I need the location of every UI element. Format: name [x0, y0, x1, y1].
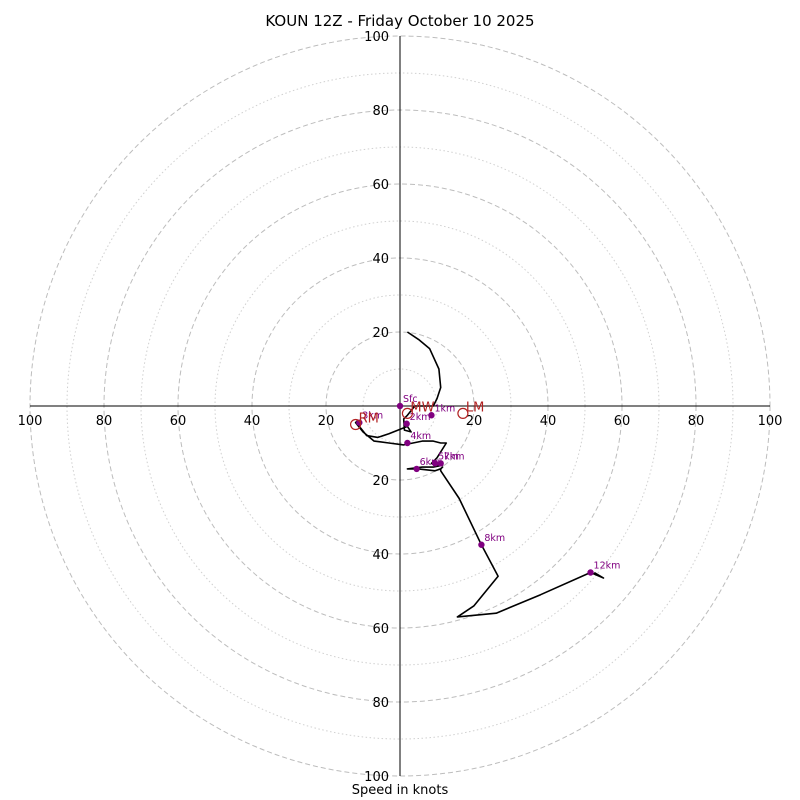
chart-title: KOUN 12Z - Friday October 10 2025 — [265, 12, 535, 30]
y-tick-label: 60 — [372, 622, 389, 637]
height-label-7km: 7km — [444, 451, 465, 462]
height-label-12km: 12km — [594, 561, 621, 572]
storm-motion-label-rm: RM — [359, 412, 379, 427]
x-tick-label: 20 — [318, 414, 335, 429]
x-tick-label: 40 — [244, 414, 261, 429]
storm-motion-marker-rm — [350, 418, 362, 431]
height-marker-8km — [478, 541, 485, 548]
x-tick-label: 20 — [466, 414, 483, 429]
height-marker-sfc — [396, 402, 404, 410]
y-tick-label: 100 — [364, 770, 389, 785]
y-tick-label: 80 — [372, 104, 389, 119]
storm-motion-marker-lm — [457, 407, 469, 419]
height-label-1km: 1km — [434, 403, 455, 414]
x-tick-label: 100 — [758, 414, 783, 429]
height-label-sfc: Sfc — [403, 394, 418, 405]
x-axis-label: Speed in knots — [351, 783, 449, 798]
y-tick-label: 60 — [372, 178, 389, 193]
storm-motion-markers: RM LM MW — [350, 400, 484, 431]
height-marker-2km — [403, 420, 410, 427]
y-tick-label: 40 — [372, 252, 389, 267]
storm-motion-label-mw: MW — [410, 400, 434, 415]
height-marker-6km — [413, 465, 420, 473]
height-marker-4km — [404, 439, 411, 447]
x-tick-label: 80 — [96, 414, 113, 429]
x-tick-label: 40 — [540, 414, 557, 429]
y-tick-label: 40 — [372, 548, 389, 563]
height-marker-12km — [587, 569, 594, 576]
storm-motion-marker-mw — [401, 407, 413, 419]
tick-labels: 100 80 60 40 20 20 40 60 80 100 100 80 60 40 20 20 40 60 8… — [18, 30, 783, 785]
height-label-6km: 6km — [420, 457, 441, 468]
height-marker-7km — [437, 460, 444, 467]
trace-group — [354, 331, 605, 618]
y-tick-label: 100 — [364, 30, 389, 45]
x-tick-label: 100 — [18, 414, 43, 429]
x-tick-label: 60 — [614, 414, 631, 429]
y-tick-label: 80 — [372, 696, 389, 711]
height-label-3km: 3km — [362, 411, 383, 422]
height-marker-1km — [428, 412, 435, 419]
y-tick-label: 20 — [372, 474, 389, 489]
x-tick-label: 60 — [170, 414, 187, 429]
height-label-5km: 5km — [438, 451, 459, 462]
height-label-8km: 8km — [484, 533, 505, 544]
storm-motion-label-lm: LM — [466, 400, 484, 415]
hodograph-trace — [354, 331, 605, 618]
height-label-4km: 4km — [410, 431, 431, 442]
x-tick-label: 80 — [688, 414, 705, 429]
y-tick-label: 20 — [372, 326, 389, 341]
height-label-2km: 2km — [410, 412, 431, 423]
height-marker-5km — [431, 460, 439, 467]
